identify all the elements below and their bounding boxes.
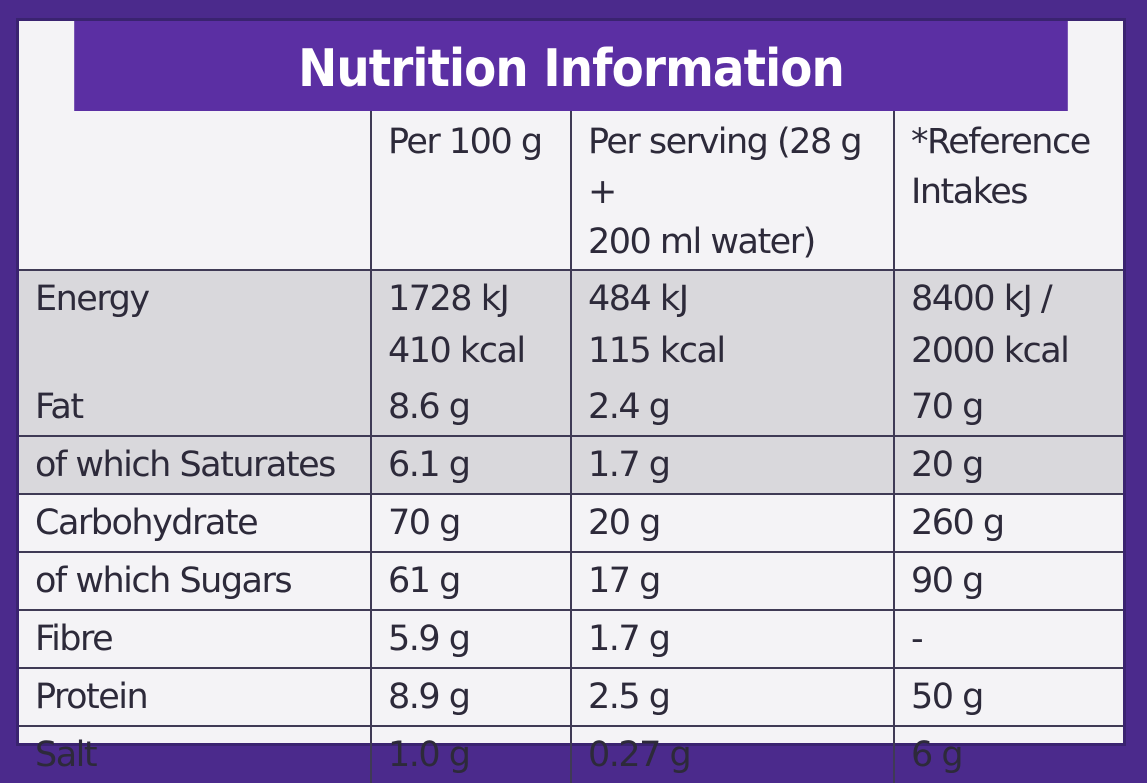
value: 2000 kcal [911, 331, 1070, 371]
nutrition-table: Per 100 g Per serving (28 g + 200 ml wate… [19, 111, 1123, 783]
header-text: Per serving (28 g + [588, 122, 863, 212]
cell-reference-intake: 70 g [893, 379, 1123, 437]
cell-reference-intake: - [893, 609, 1123, 669]
value: 8400 kJ / [911, 279, 1053, 319]
row-label: Fibre [19, 609, 372, 669]
nutrition-label: Nutrition Information Per 100 g Per serv… [16, 18, 1126, 783]
cell-per-100g: 70 g [370, 493, 572, 553]
cell-reference-intake: 20 g [893, 435, 1123, 495]
cell-per-100g: 5.9 g [370, 609, 572, 669]
table-row: of which Saturates 6.1 g 1.7 g 20 g [19, 435, 1123, 495]
header-text: Intakes [911, 172, 1028, 212]
cell-reference-intake: 8400 kJ / 2000 kcal [893, 269, 1123, 379]
table-row: Carbohydrate 70 g 20 g 260 g [19, 493, 1123, 553]
cell-per-serving: 484 kJ 115 kcal [570, 269, 895, 379]
table-row: Fat 8.6 g 2.4 g 70 g [19, 379, 1123, 437]
table-row: Fibre 5.9 g 1.7 g- [19, 609, 1123, 669]
row-label: Energy [19, 269, 372, 379]
header-reference-intakes: *Reference Intakes [893, 111, 1123, 271]
table-row: of which Sugars 61 g 17 g 90 g [19, 551, 1123, 611]
label-title: Nutrition Information [74, 21, 1068, 111]
value: 410 kcal [388, 331, 526, 371]
cell-per-serving: 17 g [570, 551, 895, 611]
cell-per-100g: 8.9 g [370, 667, 572, 727]
header-per-100g: Per 100 g [370, 111, 572, 271]
row-label: Protein [19, 667, 372, 727]
row-label: of which Saturates [19, 435, 372, 495]
cell-per-serving: 20 g [570, 493, 895, 553]
cell-per-serving: 0.27 g [570, 725, 895, 783]
header-text: Per 100 g [388, 122, 543, 162]
row-label: Fat [19, 379, 372, 437]
cell-reference-intake: 260 g [893, 493, 1123, 553]
value: 1728 kJ [388, 279, 510, 319]
table-row-energy: Energy 1728 kJ 410 kcal 484 kJ 115 kcal 84… [19, 269, 1123, 379]
cell-per-100g: 61 g [370, 551, 572, 611]
row-label: of which Sugars [19, 551, 372, 611]
table-row: Protein 8.9 g 2.5 g 50 g [19, 667, 1123, 727]
cell-reference-intake: 50 g [893, 667, 1123, 727]
value: 484 kJ [588, 279, 689, 319]
cell-reference-intake: 6 g [893, 725, 1123, 783]
cell-per-serving: 1.7 g [570, 435, 895, 495]
cell-per-serving: 1.7 g [570, 609, 895, 669]
header-per-serving: Per serving (28 g + 200 ml water) [570, 111, 895, 271]
value: 115 kcal [588, 331, 726, 371]
header-empty [19, 111, 372, 271]
header-row: Per 100 g Per serving (28 g + 200 ml wate… [19, 111, 1123, 271]
cell-per-100g: 8.6 g [370, 379, 572, 437]
cell-per-serving: 2.5 g [570, 667, 895, 727]
cell-reference-intake: 90 g [893, 551, 1123, 611]
header-text: *Reference [911, 122, 1091, 162]
cell-per-serving: 2.4 g [570, 379, 895, 437]
cell-per-100g: 6.1 g [370, 435, 572, 495]
row-label: Carbohydrate [19, 493, 372, 553]
row-label: Salt [19, 725, 372, 783]
cell-per-100g: 1728 kJ 410 kcal [370, 269, 572, 379]
header-text: 200 ml water) [588, 222, 816, 262]
cell-per-100g: 1.0 g [370, 725, 572, 783]
